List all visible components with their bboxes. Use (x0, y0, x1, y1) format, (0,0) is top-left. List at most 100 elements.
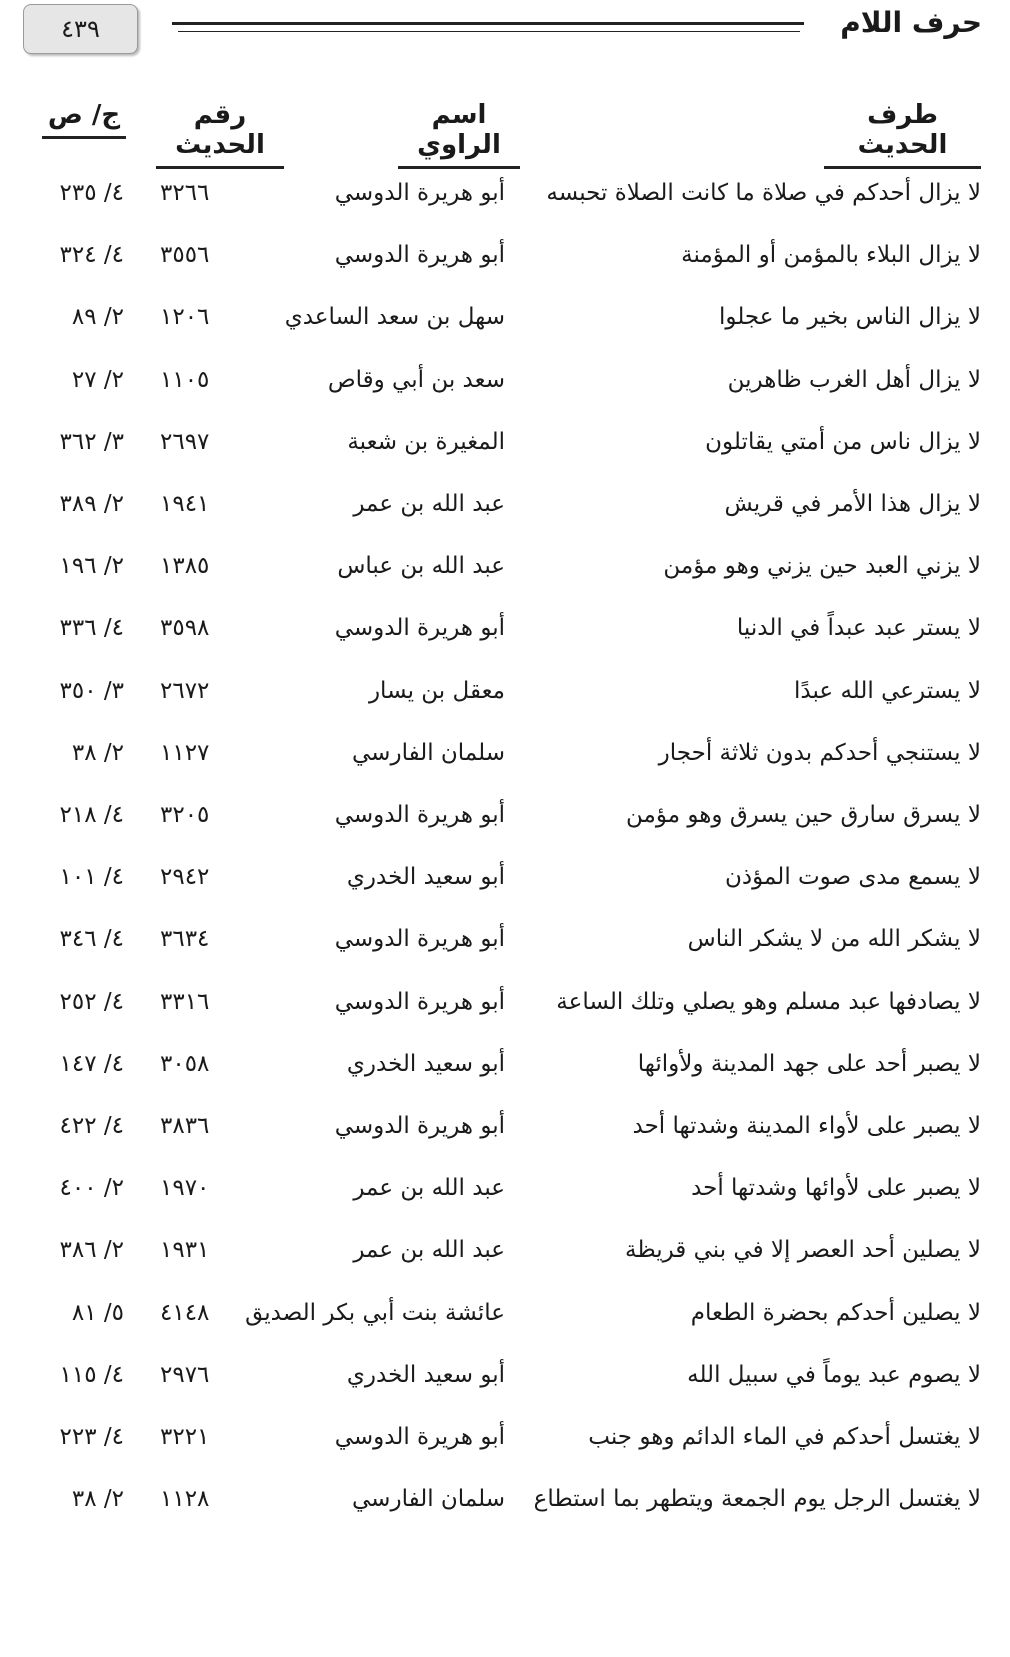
hadith-number: ٣٢٠٥ (160, 802, 210, 828)
hadith-number: ٣٢٢١ (160, 1424, 210, 1450)
narrator-name: أبو سعيد الخدري (346, 1361, 505, 1388)
hadith-text: لا يصلين أحدكم بحضرة الطعام (690, 1299, 981, 1326)
hadith-number: ٣٨٣٦ (160, 1113, 210, 1139)
table-row: لا يستنجي أحدكم بدون ثلاثة أحجار سلمان ال… (0, 740, 1010, 780)
hadith-number: ٣٥٩٨ (160, 615, 210, 642)
header-rule-thin (178, 31, 800, 32)
table-row: لا يسمع مدى صوت المؤذن أبو سعيد الخدري ٢٩٤… (0, 864, 1010, 904)
table-row: لا يسرق سارق حين يسرق وهو مؤمن أبو هريرة … (0, 802, 1010, 842)
volume-page: ٤/ ٢٢٣ (59, 1424, 124, 1450)
volume-page: ٢/ ٨٩ (71, 304, 124, 331)
narrator-name: أبو هريرة الدوسي (334, 926, 505, 953)
volume-page: ٢/ ٣٨ (71, 1486, 124, 1513)
narrator-name: عبد الله بن عمر (353, 1237, 505, 1264)
narrator-name: سلمان الفارسي (352, 1486, 505, 1513)
header-rule-thick (172, 22, 804, 25)
hadith-text: لا يغتسل الرجل يوم الجمعة ويتطهر بما است… (533, 1486, 981, 1513)
hadith-number: ٣٢٦٦ (160, 180, 210, 206)
volume-page: ٢/ ٤٠٠ (59, 1175, 124, 1202)
volume-page: ٤/ ٢٣٥ (59, 180, 124, 206)
volume-page: ٢/ ٣٨٩ (59, 491, 124, 517)
column-header-volume-page: ج/ ص (42, 100, 126, 139)
narrator-name: أبو سعيد الخدري (346, 864, 505, 891)
table-row: لا يصبر على لأواء المدينة وشدتها أحد أبو … (0, 1113, 1010, 1153)
volume-page: ٢/ ١٩٦ (59, 553, 124, 580)
hadith-number: ٢٩٧٦ (160, 1361, 210, 1388)
hadith-text: لا يصبر على لأوائها وشدتها أحد (691, 1175, 981, 1202)
table-row: لا يزال البلاء بالمؤمن أو المؤمنة أبو هري… (0, 242, 1010, 282)
hadith-number: ٤١٤٨ (160, 1299, 210, 1326)
table-row: لا يزال أحدكم في صلاة ما كانت الصلاة تحب… (0, 180, 1010, 220)
table-row: لا يستر عبد عبداً في الدنيا أبو هريرة الد… (0, 615, 1010, 655)
hadith-number: ١٢٠٦ (160, 304, 210, 331)
hadith-number: ٢٩٤٢ (160, 864, 210, 891)
volume-page: ٤/ ١١٥ (59, 1361, 124, 1388)
table-row: لا يصوم عبد يوماً في سبيل الله أبو سعيد ا… (0, 1362, 1010, 1402)
volume-page: ٤/ ٢١٨ (59, 802, 124, 828)
volume-page: ٤/ ٤٢٢ (59, 1113, 124, 1139)
hadith-text: لا يصلين أحد العصر إلا في بني قريظة (625, 1237, 981, 1264)
narrator-name: أبو سعيد الخدري (346, 1050, 505, 1077)
hadith-number: ١٩٣١ (160, 1237, 210, 1264)
hadith-number: ٣٠٥٨ (160, 1050, 210, 1077)
hadith-text: لا يشكر الله من لا يشكر الناس (687, 926, 981, 953)
hadith-number: ١١٢٧ (160, 739, 210, 766)
table-row: لا يصلين أحدكم بحضرة الطعام عائشة بنت أبي… (0, 1300, 1010, 1340)
hadith-number: ٢٦٩٧ (160, 428, 210, 455)
table-row: لا يسترعي الله عبدًا معقل بن يسار ٢٦٧٢ ٣/ ٣… (0, 678, 1010, 718)
column-header-number: رقم الحديث (156, 100, 284, 169)
hadith-number: ٣٣١٦ (160, 988, 210, 1015)
volume-page: ٤/ ٣٤٦ (59, 926, 124, 953)
hadith-number: ٣٥٥٦ (160, 242, 210, 269)
volume-page: ٤/ ١٤٧ (59, 1050, 124, 1077)
table-row: لا يصلين أحد العصر إلا في بني قريظة عبد ا… (0, 1237, 1010, 1277)
hadith-text: لا يزال أحدكم في صلاة ما كانت الصلاة تحب… (546, 180, 981, 206)
narrator-name: عبد الله بن عباس (337, 553, 505, 580)
hadith-text: لا يستنجي أحدكم بدون ثلاثة أحجار (658, 739, 981, 766)
volume-page: ٥/ ٨١ (71, 1299, 124, 1326)
table-row: لا يزال ناس من أمتي يقاتلون المغيرة بن شع… (0, 429, 1010, 469)
table-row: لا يزني العبد حين يزني وهو مؤمن عبد الله … (0, 553, 1010, 593)
table-row: لا يزال أهل الغرب ظاهرين سعد بن أبي وقاص ١… (0, 367, 1010, 407)
hadith-text: لا يسرق سارق حين يسرق وهو مؤمن (626, 802, 981, 828)
narrator-name: سهل بن سعد الساعدي (284, 304, 505, 331)
hadith-number: ١٣٨٥ (160, 553, 210, 580)
chapter-title: حرف اللام (840, 6, 982, 39)
column-header-text: طرف الحديث (824, 100, 981, 169)
hadith-text: لا يسمع مدى صوت المؤذن (725, 864, 981, 891)
hadith-text: لا يسترعي الله عبدًا (794, 677, 981, 704)
table-row: لا يشكر الله من لا يشكر الناس أبو هريرة ا… (0, 926, 1010, 966)
narrator-name: أبو هريرة الدوسي (334, 1424, 505, 1450)
hadith-text: لا يزال البلاء بالمؤمن أو المؤمنة (681, 242, 981, 269)
narrator-name: سلمان الفارسي (352, 739, 505, 766)
volume-page: ٢/ ٣٨ (71, 739, 124, 766)
volume-page: ٤/ ٢٥٢ (59, 988, 124, 1015)
narrator-name: سعد بن أبي وقاص (327, 366, 505, 393)
narrator-name: أبو هريرة الدوسي (334, 1113, 505, 1139)
volume-page: ٢/ ٢٧ (71, 366, 124, 393)
narrator-name: عبد الله بن عمر (353, 1175, 505, 1202)
hadith-number: ١١٠٥ (160, 366, 210, 393)
table-row: لا يصبر أحد على جهد المدينة ولأوائها أبو … (0, 1051, 1010, 1091)
volume-page: ٤/ ١٠١ (59, 864, 124, 891)
narrator-name: معقل بن يسار (368, 677, 505, 704)
hadith-text: لا يزني العبد حين يزني وهو مؤمن (663, 553, 981, 580)
volume-page: ٣/ ٣٦٢ (59, 428, 124, 455)
narrator-name: أبو هريرة الدوسي (334, 242, 505, 269)
hadith-text: لا يغتسل أحدكم في الماء الدائم وهو جنب (588, 1424, 981, 1450)
hadith-text: لا يزال ناس من أمتي يقاتلون (705, 428, 981, 455)
hadith-number: ١١٢٨ (160, 1486, 210, 1513)
hadith-text: لا يستر عبد عبداً في الدنيا (736, 615, 981, 642)
hadith-number: ٢٦٧٢ (160, 677, 210, 704)
table-row: لا يغتسل أحدكم في الماء الدائم وهو جنب أب… (0, 1424, 1010, 1464)
table-row: لا يزال هذا الأمر في قريش عبد الله بن عمر… (0, 491, 1010, 531)
hadith-text: لا يزال الناس بخير ما عجلوا (719, 304, 981, 331)
page-number-badge: ٤٣٩ (23, 4, 138, 54)
narrator-name: أبو هريرة الدوسي (334, 615, 505, 642)
volume-page: ٤/ ٣٣٦ (59, 615, 124, 642)
hadith-text: لا يصادفها عبد مسلم وهو يصلي وتلك الساعة (556, 988, 981, 1015)
table-row: لا يصبر على لأوائها وشدتها أحد عبد الله ب… (0, 1175, 1010, 1215)
hadith-number: ٣٦٣٤ (160, 926, 210, 953)
page-number: ٤٣٩ (61, 15, 100, 43)
hadith-text: لا يزال هذا الأمر في قريش (724, 491, 981, 517)
